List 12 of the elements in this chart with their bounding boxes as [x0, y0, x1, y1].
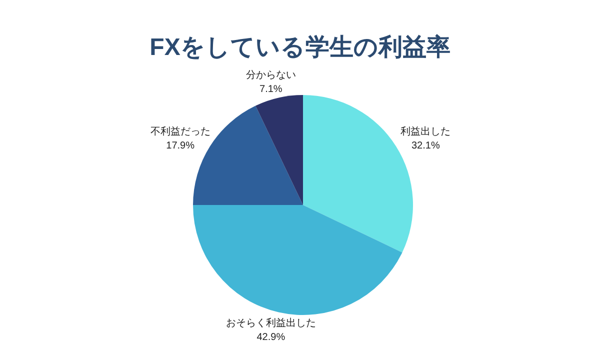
data-label: 32.1% [411, 140, 440, 152]
data-label: 17.9% [166, 140, 195, 152]
chart-title: FXをしている学生の利益率 [150, 34, 450, 61]
slice-label: 分からない [246, 69, 296, 82]
pie-slice [193, 205, 402, 315]
slice-label: 不利益だった [150, 125, 210, 138]
pie-slice [193, 106, 303, 205]
slice-label: おそらく利益出した [226, 316, 316, 329]
slice-label: 利益出した [400, 125, 451, 138]
data-label: 7.1% [260, 84, 282, 96]
pie-slice [256, 95, 303, 205]
data-label: 42.9% [256, 332, 286, 343]
